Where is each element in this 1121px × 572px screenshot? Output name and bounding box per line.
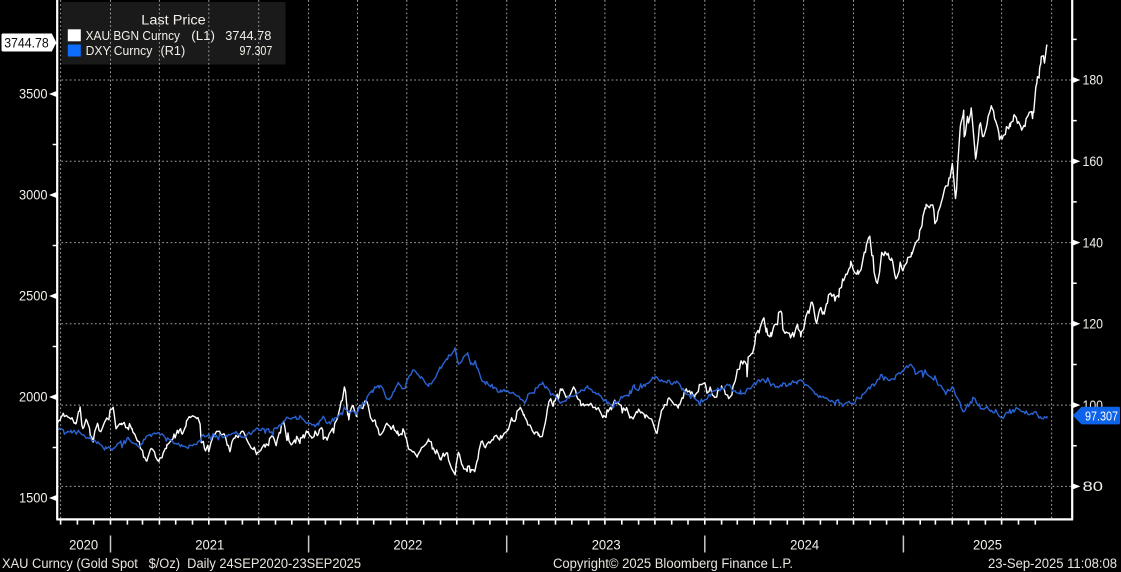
svg-text:120: 120 <box>1083 317 1104 332</box>
svg-text:97.307: 97.307 <box>240 43 273 58</box>
svg-text:2024: 2024 <box>790 537 819 553</box>
svg-text:1500: 1500 <box>19 491 48 506</box>
svg-text:3744.78: 3744.78 <box>4 35 49 50</box>
svg-text:97.307: 97.307 <box>1085 408 1118 423</box>
svg-text:2021: 2021 <box>195 537 224 553</box>
svg-text:2500: 2500 <box>19 289 48 304</box>
svg-text:180: 180 <box>1083 73 1104 88</box>
svg-text:140: 140 <box>1083 235 1104 250</box>
svg-text:DXY Curncy: DXY Curncy <box>86 43 153 58</box>
svg-text:80: 80 <box>1083 479 1104 494</box>
svg-text:3744.78: 3744.78 <box>225 28 271 43</box>
svg-text:XAU BGN Curncy: XAU BGN Curncy <box>86 28 181 43</box>
svg-text:XAU Curncy (Gold Spot $/Oz): XAU Curncy (Gold Spot $/Oz) Daily 24SEP2… <box>2 556 361 571</box>
svg-text:(L1): (L1) <box>191 28 215 43</box>
svg-text:160: 160 <box>1083 154 1104 169</box>
svg-text:23-Sep-2025 11:08:08: 23-Sep-2025 11:08:08 <box>988 556 1117 571</box>
svg-text:2022: 2022 <box>393 537 422 553</box>
svg-text:Copyright© 2025 Bloomberg Fina: Copyright© 2025 Bloomberg Finance L.P. <box>553 556 793 571</box>
svg-text:3500: 3500 <box>19 87 48 102</box>
svg-text:Last Price: Last Price <box>141 13 206 28</box>
svg-text:3000: 3000 <box>19 188 48 203</box>
svg-text:2025: 2025 <box>973 537 1002 553</box>
svg-text:(R1): (R1) <box>161 43 186 58</box>
svg-text:2023: 2023 <box>592 537 621 553</box>
svg-text:2000: 2000 <box>19 390 48 405</box>
svg-text:2020: 2020 <box>69 537 98 553</box>
